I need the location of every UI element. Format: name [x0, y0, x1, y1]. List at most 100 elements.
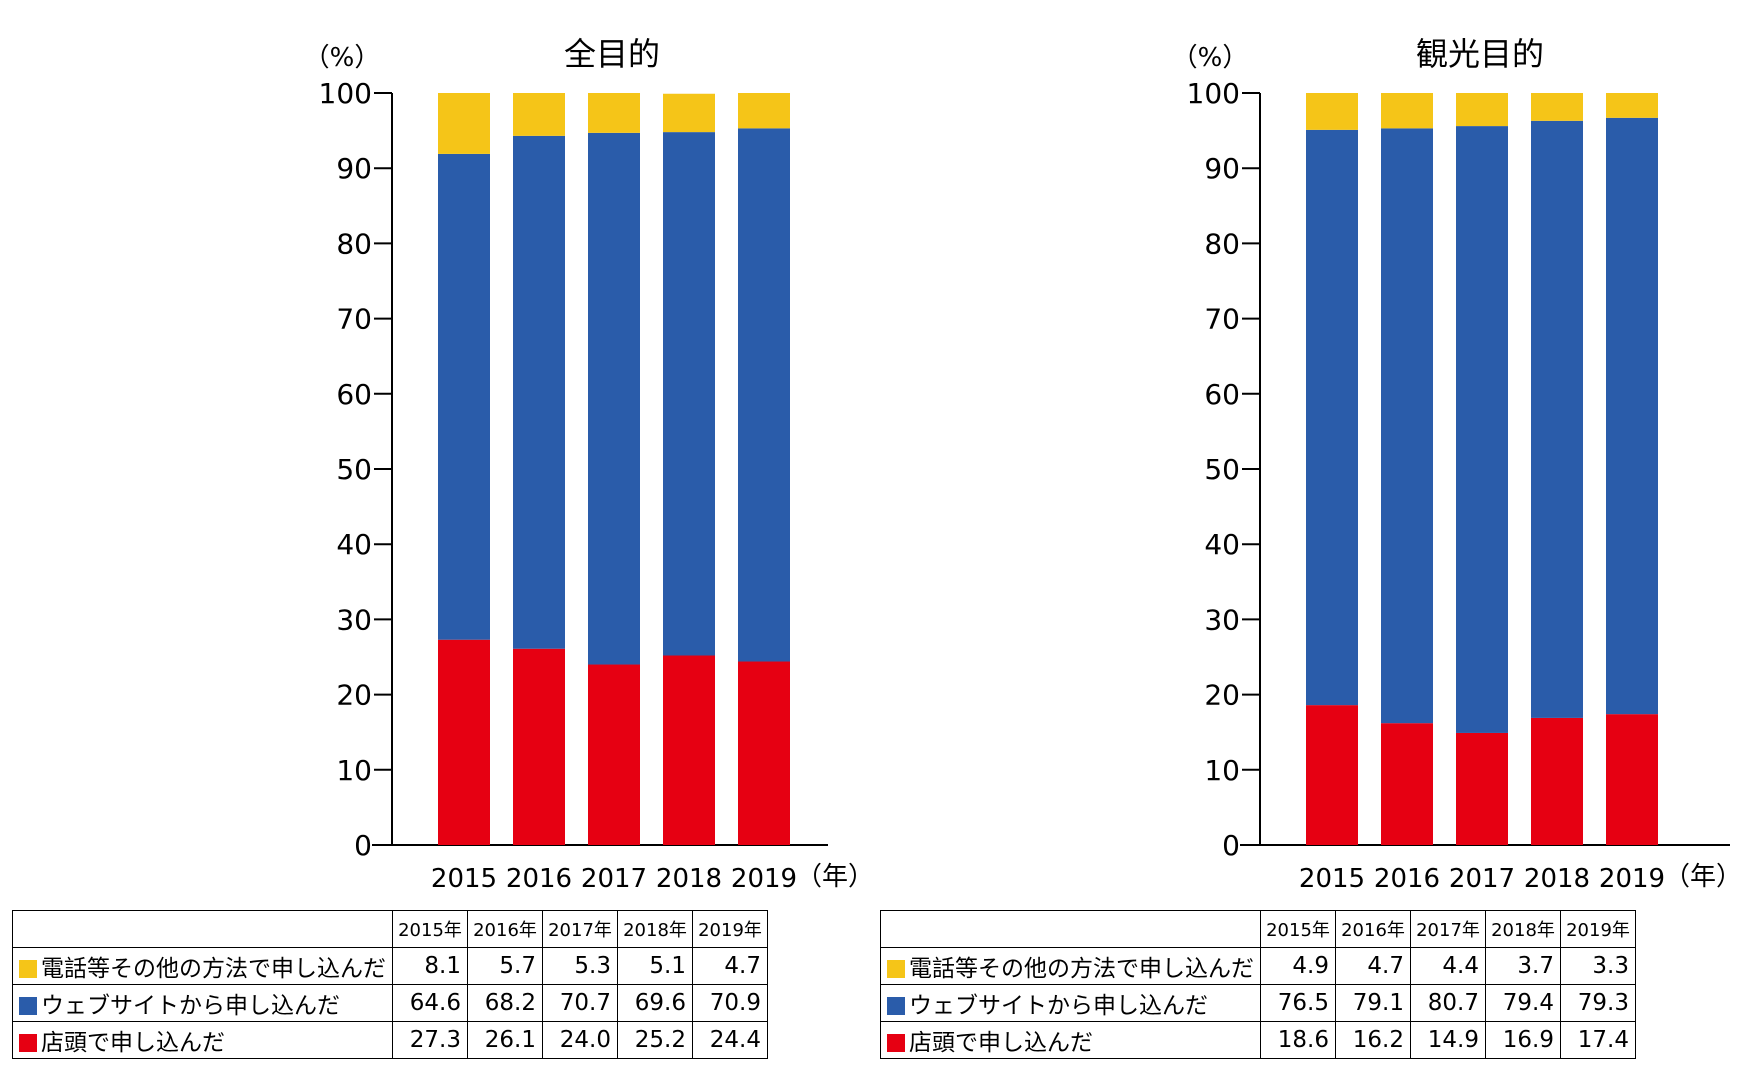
- table-header-row: 2015年 2016年 2017年 2018年 2019年: [12, 910, 768, 948]
- table-column-header: 2017年: [542, 910, 618, 948]
- table-cell: 27.3: [392, 1021, 468, 1059]
- table-cell: 26.1: [467, 1021, 543, 1059]
- legend-swatch: [19, 997, 37, 1015]
- legend-swatch: [887, 997, 905, 1015]
- table-column-header: 2017年: [1410, 910, 1486, 948]
- table-cell: 3.7: [1485, 947, 1561, 985]
- table-cell: 25.2: [617, 1021, 693, 1059]
- table-cell: 24.4: [692, 1021, 768, 1059]
- bar-segment-sightseeing: [1306, 129, 1358, 706]
- bar-segment-all-purposes: [663, 93, 715, 133]
- x-tick-label-all-purposes: 2016: [506, 864, 572, 894]
- table-cell: 18.6: [1260, 1021, 1336, 1059]
- legend-label-cell: 電話等その他の方法で申し込んだ: [12, 947, 393, 985]
- table-cell: 14.9: [1410, 1021, 1486, 1059]
- bar-segment-sightseeing: [1381, 128, 1433, 724]
- table-column-header: 2016年: [1335, 910, 1411, 948]
- chart-title-all-purposes: 全目的: [564, 35, 660, 73]
- table-cell: 4.7: [692, 947, 768, 985]
- table-row: ウェブサイトから申し込んだ 64.6 68.2 70.7 69.6 70.9: [12, 984, 768, 1022]
- y-tick-label-sightseeing: 60: [1204, 378, 1240, 411]
- legend-label-cell: 電話等その他の方法で申し込んだ: [880, 947, 1261, 985]
- y-tick-label-sightseeing: 0: [1222, 829, 1240, 862]
- legend-label: 電話等その他の方法で申し込んだ: [909, 956, 1254, 982]
- table-column-header: 2019年: [1560, 910, 1636, 948]
- bar-segment-sightseeing: [1606, 93, 1658, 118]
- legend-label-cell: ウェブサイトから申し込んだ: [880, 984, 1261, 1022]
- bar-segment-sightseeing: [1456, 732, 1508, 845]
- table-cell: 17.4: [1560, 1021, 1636, 1059]
- bar-segment-all-purposes: [438, 639, 490, 845]
- bar-segment-all-purposes: [513, 135, 565, 649]
- table-header-row: 2015年 2016年 2017年 2018年 2019年: [880, 910, 1636, 948]
- y-tick-label-sightseeing: 20: [1204, 679, 1240, 712]
- y-tick-label-all-purposes: 60: [336, 378, 372, 411]
- table-cell: 4.7: [1335, 947, 1411, 985]
- y-tick-label-sightseeing: 80: [1204, 227, 1240, 260]
- table-cell: 8.1: [392, 947, 468, 985]
- table-cell: 3.3: [1560, 947, 1636, 985]
- table-column-header: 2018年: [1485, 910, 1561, 948]
- y-tick-label-all-purposes: 70: [336, 303, 372, 336]
- bar-segment-all-purposes: [438, 153, 490, 640]
- chart-title-sightseeing: 観光目的: [1416, 35, 1544, 73]
- table-cell: 69.6: [617, 984, 693, 1022]
- bar-segment-all-purposes: [438, 93, 490, 154]
- y-tick-label-all-purposes: 30: [336, 603, 372, 636]
- table-cell: 79.3: [1560, 984, 1636, 1022]
- x-tick-label-sightseeing: 2015: [1299, 864, 1365, 894]
- x-axis-unit-all-purposes: （年）: [796, 862, 874, 892]
- table-row: 電話等その他の方法で申し込んだ 8.1 5.7 5.3 5.1 4.7: [12, 947, 768, 985]
- x-tick-label-sightseeing: 2017: [1449, 864, 1515, 894]
- table-corner: [880, 910, 1261, 948]
- bar-segment-all-purposes: [663, 655, 715, 845]
- y-tick-label-sightseeing: 70: [1204, 303, 1240, 336]
- y-tick-label-sightseeing: 30: [1204, 603, 1240, 636]
- table-corner: [12, 910, 393, 948]
- bar-segment-sightseeing: [1306, 705, 1358, 845]
- bar-segment-all-purposes: [738, 128, 790, 662]
- bar-segment-all-purposes: [738, 661, 790, 845]
- bar-segment-all-purposes: [588, 664, 640, 845]
- table-cell: 24.0: [542, 1021, 618, 1059]
- table-cell: 70.7: [542, 984, 618, 1022]
- legend-label: 店頭で申し込んだ: [909, 1030, 1093, 1056]
- bar-segment-all-purposes: [588, 93, 640, 133]
- y-tick-label-all-purposes: 40: [336, 528, 372, 561]
- bar-segment-sightseeing: [1456, 126, 1508, 733]
- table-cell: 5.7: [467, 947, 543, 985]
- table-row: 電話等その他の方法で申し込んだ 4.9 4.7 4.4 3.7 3.3: [880, 947, 1636, 985]
- table-cell: 4.9: [1260, 947, 1336, 985]
- bar-segment-sightseeing: [1456, 93, 1508, 127]
- y-tick-label-all-purposes: 80: [336, 227, 372, 260]
- y-tick-label-all-purposes: 50: [336, 453, 372, 486]
- y-tick-label-sightseeing: 40: [1204, 528, 1240, 561]
- table-row: ウェブサイトから申し込んだ 76.5 79.1 80.7 79.4 79.3: [880, 984, 1636, 1022]
- table-cell: 79.4: [1485, 984, 1561, 1022]
- y-tick-label-sightseeing: 10: [1204, 754, 1240, 787]
- x-tick-label-all-purposes: 2019: [731, 864, 797, 894]
- table-column-header: 2019年: [692, 910, 768, 948]
- y-axis-unit-sightseeing: （%）: [1172, 43, 1249, 73]
- y-tick-label-sightseeing: 90: [1204, 152, 1240, 185]
- table-column-header: 2018年: [617, 910, 693, 948]
- table-column-header: 2015年: [1260, 910, 1336, 948]
- x-tick-label-sightseeing: 2018: [1524, 864, 1590, 894]
- y-tick-label-all-purposes: 90: [336, 152, 372, 185]
- legend-label: ウェブサイトから申し込んだ: [909, 993, 1208, 1019]
- bar-segment-all-purposes: [738, 93, 790, 129]
- table-row: 店頭で申し込んだ 27.3 26.1 24.0 25.2 24.4: [12, 1021, 768, 1059]
- y-tick-label-all-purposes: 10: [336, 754, 372, 787]
- legend-swatch: [19, 960, 37, 978]
- legend-swatch: [887, 1034, 905, 1052]
- bar-segment-sightseeing: [1306, 93, 1358, 130]
- table-cell: 76.5: [1260, 984, 1336, 1022]
- table-row: 店頭で申し込んだ 18.6 16.2 14.9 16.9 17.4: [880, 1021, 1636, 1059]
- table-cell: 4.4: [1410, 947, 1486, 985]
- data-table-all-purposes: 2015年 2016年 2017年 2018年 2019年 電話等その他の方法で申し込んだ…: [12, 910, 768, 1059]
- bar-segment-sightseeing: [1531, 717, 1583, 845]
- legend-label-cell: 店頭で申し込んだ: [880, 1021, 1261, 1059]
- x-tick-label-all-purposes: 2015: [431, 864, 497, 894]
- table-cell: 5.1: [617, 947, 693, 985]
